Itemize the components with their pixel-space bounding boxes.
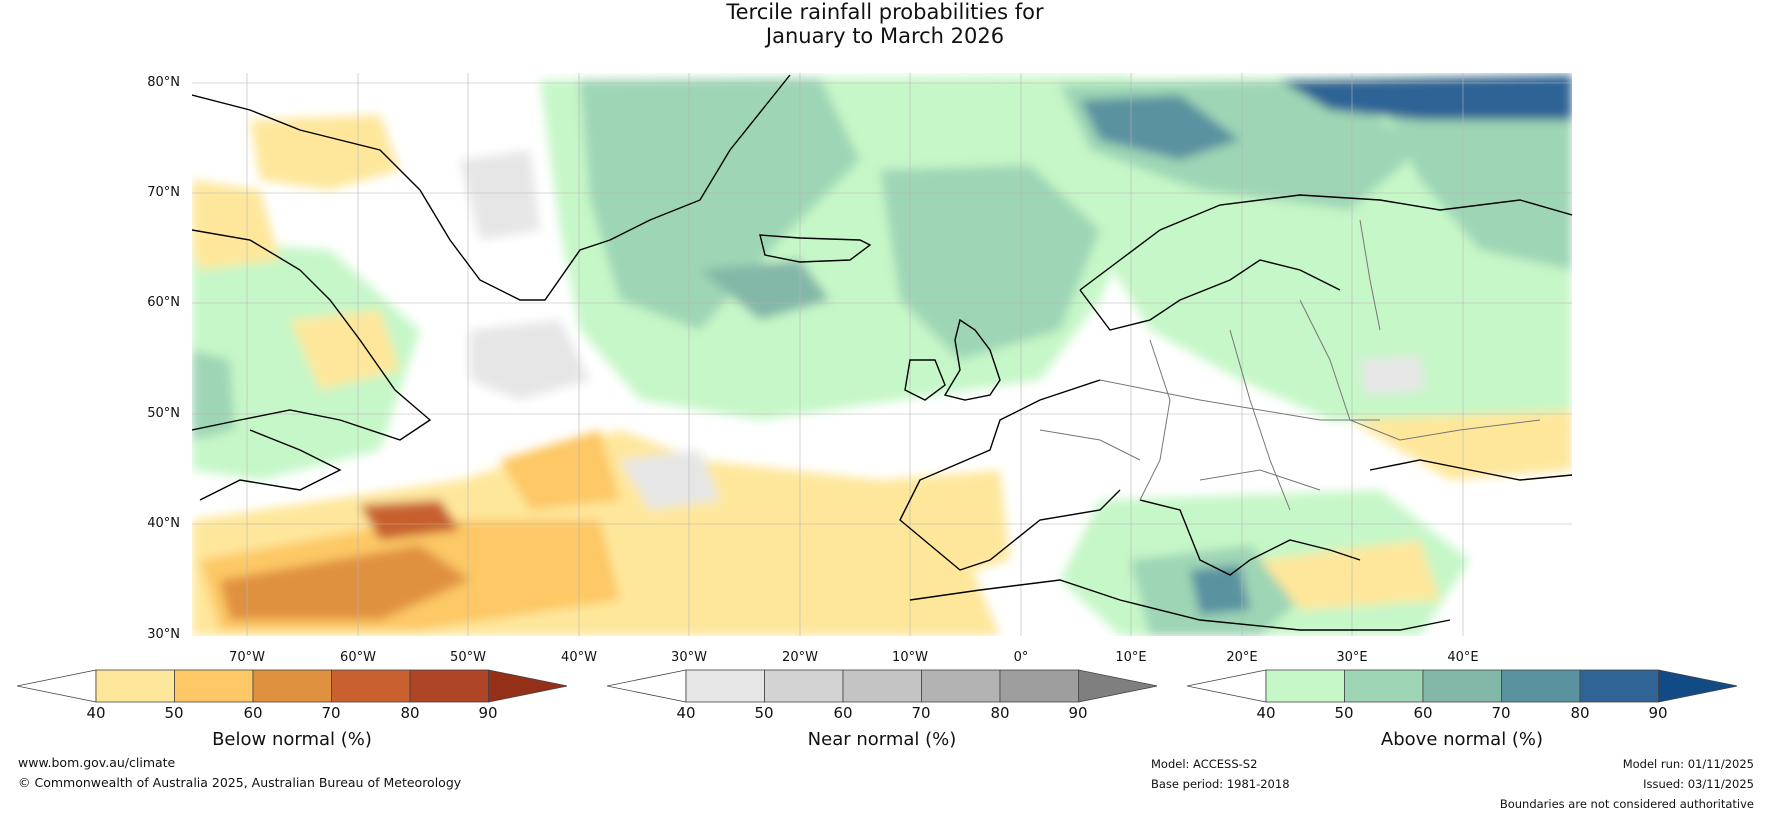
colorbar-segment	[331, 669, 411, 703]
tick-near-50: 50	[754, 704, 774, 722]
iceland-coast	[759, 234, 872, 263]
colorbar-segment	[252, 669, 332, 703]
tick-below-80: 80	[400, 704, 420, 722]
colorbar-left-extend	[1187, 669, 1267, 703]
ireland-coast	[904, 359, 946, 401]
tick-near-60: 60	[833, 704, 853, 722]
tick-near-90: 90	[1068, 704, 1088, 722]
tick-above-80: 80	[1570, 704, 1590, 722]
colorbar-segment	[999, 669, 1079, 703]
colorbar-below-normal	[17, 669, 567, 703]
tick-near-40: 40	[676, 704, 696, 722]
colorbar-segment	[409, 669, 489, 703]
lon-label-40w: 40°W	[561, 650, 597, 665]
lat-label-60n: 60°N	[147, 295, 180, 310]
colorbar-left-extend	[17, 669, 97, 703]
colorbar-segment	[921, 669, 1001, 703]
greenland-coast	[419, 74, 791, 301]
lon-label-30w: 30°W	[671, 650, 707, 665]
colorbar-segment	[1344, 669, 1424, 703]
colorbar-segment	[764, 669, 844, 703]
lat-label-40n: 40°N	[147, 516, 180, 531]
lon-label-10w: 10°W	[892, 650, 928, 665]
tick-above-70: 70	[1491, 704, 1511, 722]
colorbar-above-normal	[1187, 669, 1737, 703]
copyright-text: © Commonwealth of Australia 2025, Austra…	[18, 775, 462, 790]
north-africa-coast	[909, 579, 1451, 631]
lat-label-30n: 30°N	[147, 627, 180, 642]
colorbar-right-extend	[488, 669, 567, 703]
colorbar-segment	[685, 669, 765, 703]
colorbar-segment	[842, 669, 922, 703]
colorbar-segment	[1265, 669, 1345, 703]
tick-below-70: 70	[321, 704, 341, 722]
lat-label-70n: 70°N	[147, 185, 180, 200]
title-line-1: Tercile rainfall probabilities for	[726, 0, 1044, 24]
colorbar-right-extend	[1658, 669, 1737, 703]
scandinavia-coast	[1079, 194, 1572, 291]
model-text: Model: ACCESS-S2	[1151, 757, 1258, 771]
lon-label-10e: 10°E	[1115, 650, 1147, 665]
tick-above-50: 50	[1334, 704, 1354, 722]
colorbar-label-near: Near normal (%)	[807, 729, 957, 750]
colorbar-segment	[1422, 669, 1502, 703]
tick-above-40: 40	[1256, 704, 1276, 722]
lon-label-20e: 20°E	[1226, 650, 1258, 665]
issued-text: Issued: 03/11/2025	[1643, 777, 1754, 791]
title-line-2: January to March 2026	[765, 24, 1005, 48]
base-period-text: Base period: 1981-2018	[1151, 777, 1290, 791]
lon-label-0: 0°	[1013, 650, 1029, 665]
tick-near-70: 70	[911, 704, 931, 722]
lon-label-40e: 40°E	[1447, 650, 1479, 665]
colorbar-left-extend	[607, 669, 687, 703]
coastlines	[192, 74, 1572, 631]
probability-field	[192, 73, 1572, 636]
map-title: Tercile rainfall probabilities for Janua…	[0, 0, 1770, 48]
black-sea-coast	[1369, 459, 1572, 481]
iberia-france-coast	[899, 379, 1121, 571]
colorbar-label-above: Above normal (%)	[1380, 729, 1544, 750]
country-borders	[1039, 219, 1541, 511]
lon-label-60w: 60°W	[340, 650, 376, 665]
tick-above-60: 60	[1413, 704, 1433, 722]
disclaimer-text: Boundaries are not considered authoritat…	[1499, 797, 1754, 811]
tick-below-40: 40	[86, 704, 106, 722]
lat-label-80n: 80°N	[147, 75, 180, 90]
tick-near-80: 80	[990, 704, 1010, 722]
colorbar-segment	[95, 669, 175, 703]
colorbar-segment	[174, 669, 254, 703]
italy-balkans-coast	[1139, 499, 1361, 576]
lon-label-20w: 20°W	[782, 650, 818, 665]
colorbar-right-extend	[1078, 669, 1157, 703]
tick-below-50: 50	[164, 704, 184, 722]
colorbar-segment	[1579, 669, 1659, 703]
tick-above-90: 90	[1648, 704, 1668, 722]
lat-label-50n: 50°N	[147, 406, 180, 421]
tick-below-90: 90	[478, 704, 498, 722]
colorbar-label-below: Below normal (%)	[212, 729, 372, 750]
lon-label-30e: 30°E	[1336, 650, 1368, 665]
website-text: www.bom.gov.au/climate	[18, 755, 176, 770]
lon-label-70w: 70°W	[229, 650, 265, 665]
model-run-text: Model run: 01/11/2025	[1622, 757, 1754, 771]
lon-label-50w: 50°W	[450, 650, 486, 665]
colorbar-near-normal	[607, 669, 1157, 703]
colorbar-segment	[1501, 669, 1581, 703]
great-britain-coast	[943, 318, 1001, 401]
tick-below-60: 60	[243, 704, 263, 722]
